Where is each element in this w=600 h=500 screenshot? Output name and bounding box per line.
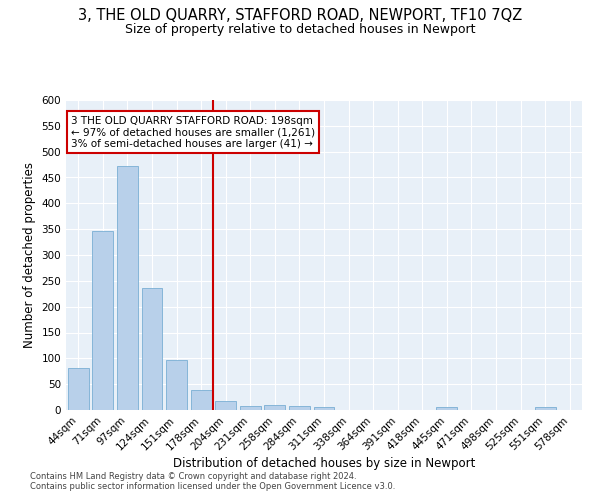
Bar (166, 360, 187, 410)
Bar (289, 406, 310, 410)
Bar (142, 288, 163, 410)
Text: Contains public sector information licensed under the Open Government Licence v3: Contains public sector information licen… (30, 482, 395, 491)
Bar (535, 408, 556, 410)
Text: Size of property relative to detached houses in Newport: Size of property relative to detached ho… (125, 22, 475, 36)
Bar (215, 401, 236, 410)
Bar (314, 408, 334, 410)
Text: Contains HM Land Registry data © Crown copyright and database right 2024.: Contains HM Land Registry data © Crown c… (30, 472, 356, 481)
Bar (436, 408, 457, 410)
Text: 3 THE OLD QUARRY STAFFORD ROAD: 198sqm
← 97% of detached houses are smaller (1,2: 3 THE OLD QUARRY STAFFORD ROAD: 198sqm ←… (71, 116, 315, 148)
Y-axis label: Number of detached properties: Number of detached properties (23, 162, 36, 348)
Bar (265, 406, 286, 410)
Bar (117, 166, 138, 410)
Text: 3, THE OLD QUARRY, STAFFORD ROAD, NEWPORT, TF10 7QZ: 3, THE OLD QUARRY, STAFFORD ROAD, NEWPOR… (78, 8, 522, 22)
Bar (68, 368, 89, 410)
Bar (240, 406, 261, 410)
Bar (92, 230, 113, 410)
Text: Distribution of detached houses by size in Newport: Distribution of detached houses by size … (173, 458, 475, 470)
Bar (191, 390, 212, 410)
